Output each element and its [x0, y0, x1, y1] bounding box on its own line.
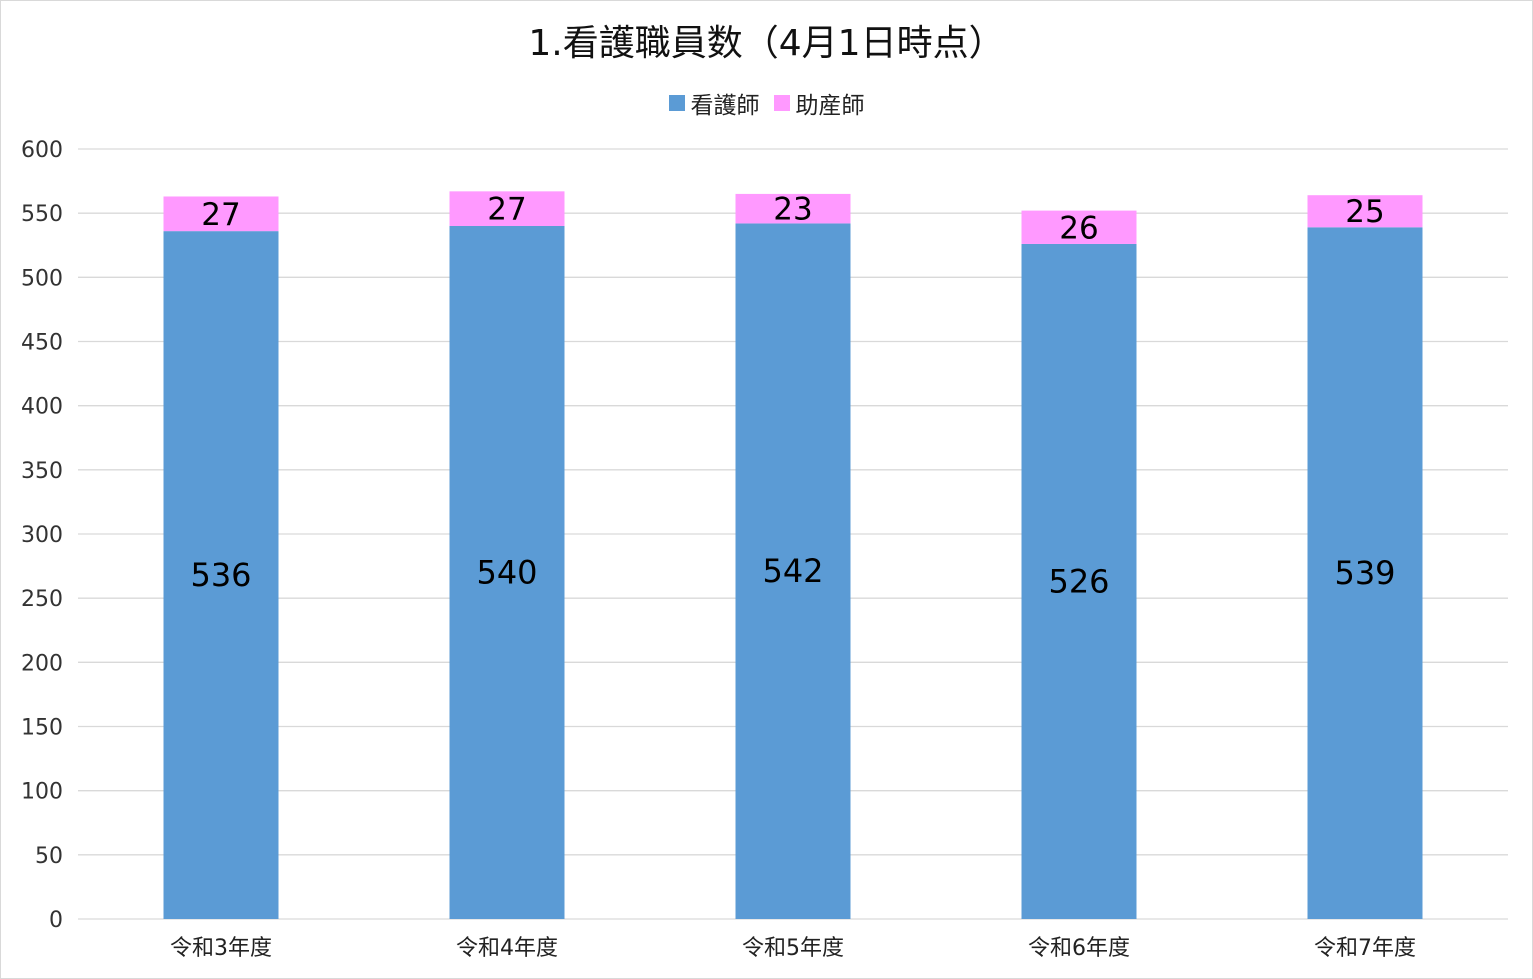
- y-tick-label: 100: [21, 780, 63, 805]
- y-tick-label: 0: [49, 908, 63, 933]
- bar-nurse: [1021, 243, 1137, 919]
- legend-item-midwife: 助産師: [773, 86, 865, 120]
- legend: 看護師 助産師: [0, 86, 1533, 120]
- y-tick-label: 150: [21, 716, 63, 741]
- bar-midwife: [1021, 210, 1137, 244]
- bar-nurse: [163, 231, 279, 920]
- bar-midwife: [735, 193, 851, 224]
- data-label: 23: [773, 192, 812, 228]
- y-tick-label: 500: [21, 266, 63, 291]
- y-tick-label: 300: [21, 523, 63, 548]
- x-tick-label: 令和5年度: [742, 936, 844, 961]
- y-tick-label: 550: [21, 202, 63, 227]
- data-label: 542: [762, 552, 823, 590]
- bar-midwife: [163, 196, 279, 232]
- x-tick-label: 令和3年度: [170, 936, 272, 961]
- bar-nurse: [735, 223, 851, 919]
- y-tick-label: 250: [21, 587, 63, 612]
- y-tick-label: 600: [21, 138, 63, 163]
- data-label: 526: [1048, 562, 1109, 600]
- bar-midwife: [1307, 195, 1423, 228]
- y-tick-label: 450: [21, 331, 63, 356]
- x-tick-label: 令和4年度: [456, 936, 558, 961]
- data-label: 27: [487, 192, 526, 228]
- legend-swatch-midwife: [773, 95, 790, 111]
- legend-label: 看護師: [690, 93, 760, 119]
- chart-title: 1.看護職員数（4月1日時点）: [528, 23, 1005, 64]
- y-tick-label: 200: [21, 651, 63, 676]
- legend-label: 助産師: [795, 93, 865, 119]
- x-tick-label: 令和6年度: [1028, 936, 1130, 961]
- bar-midwife: [449, 191, 565, 226]
- y-tick-label: 50: [35, 844, 63, 869]
- x-tick-label: 令和7年度: [1314, 936, 1416, 961]
- bar-nurse: [449, 226, 565, 919]
- data-label: 536: [190, 556, 251, 594]
- data-label: 25: [1345, 194, 1384, 230]
- bar-nurse: [1307, 227, 1423, 920]
- legend-swatch-nurse: [668, 95, 685, 111]
- data-label: 26: [1059, 210, 1098, 246]
- data-label: 27: [201, 197, 240, 233]
- legend-item-nurse: 看護師: [668, 86, 760, 120]
- data-label: 540: [476, 554, 537, 592]
- y-tick-label: 400: [21, 395, 63, 420]
- y-tick-label: 350: [21, 459, 63, 484]
- data-label: 539: [1334, 554, 1395, 592]
